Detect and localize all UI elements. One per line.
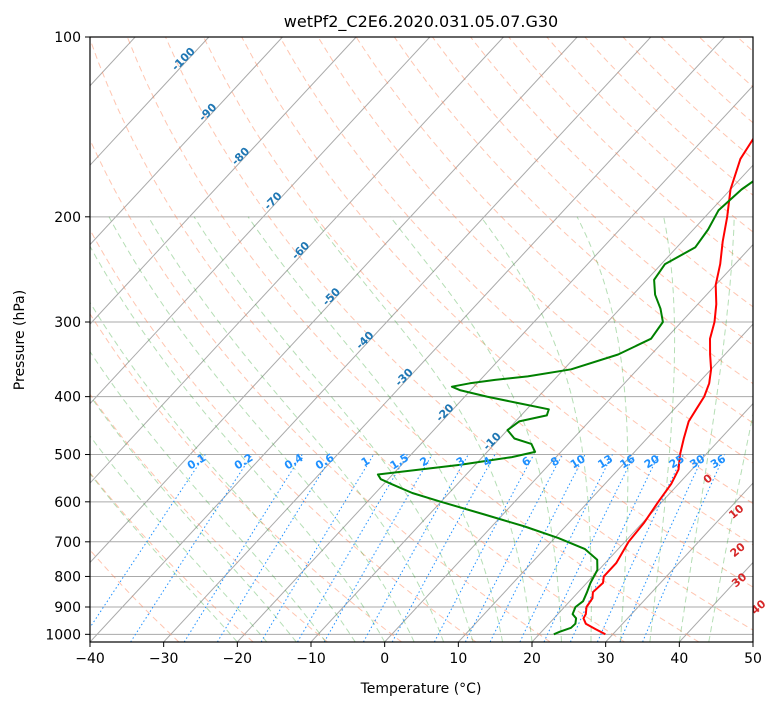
y-tick-label: 1000 (45, 627, 81, 643)
moist-adiabat (90, 245, 386, 642)
dry-adiabat (317, 37, 753, 464)
y-tick-label: 900 (54, 600, 81, 616)
dry-adiabat (393, 37, 753, 385)
moist-adiabat (90, 301, 356, 642)
mixing-ratio-line (619, 454, 705, 642)
mixing-ratio-line (297, 454, 408, 642)
y-tick-label: 700 (54, 535, 81, 551)
isotherm-line (457, 323, 753, 642)
mixing-ratio-line (596, 454, 684, 642)
y-tick-label: 400 (54, 390, 81, 406)
x-tick-label: −10 (296, 651, 326, 667)
x-tick-label: −40 (75, 651, 105, 667)
moist-adiabat (90, 472, 238, 642)
moist-adiabat (480, 216, 592, 642)
mixing-ratio-line (260, 454, 375, 642)
isotherm-line (90, 37, 357, 325)
x-axis-label: Temperature (°C) (360, 681, 482, 697)
y-tick-label: 100 (54, 30, 81, 46)
background-lines (90, 37, 753, 642)
dry-adiabat (241, 37, 753, 546)
x-tick-label: −20 (223, 651, 253, 667)
mixing-ratio-line (569, 454, 660, 642)
dry-adiabat (165, 37, 753, 631)
moist-adiabat (108, 216, 415, 642)
isotherm-line (90, 37, 210, 166)
y-tick-label: 200 (54, 210, 81, 226)
profile-lines (376, 137, 753, 636)
isotherm-line (163, 37, 725, 642)
dry-adiabat (90, 313, 403, 642)
moist-adiabat (649, 216, 676, 642)
mixing-ratio-line (543, 454, 635, 642)
y-tick-label: 800 (54, 569, 81, 585)
dry-adiabat (279, 37, 753, 505)
x-tick-label: 20 (523, 651, 541, 667)
isotherm-line (90, 37, 578, 564)
moist-adiabat (147, 216, 445, 642)
axes: −40 −30 −20 −10 0 10 20 30 40 50 100 200 300 400 500 60… (45, 30, 762, 667)
dry-adiabat (90, 472, 254, 642)
mixing-ratio-line (323, 454, 433, 642)
dry-adiabat (203, 37, 753, 588)
x-tick-label: 30 (597, 651, 615, 667)
moist-adiabat (312, 216, 533, 642)
chart-title: wetPf2_C2E6.2020.031.05.07.G30 (284, 12, 558, 32)
isotherm-line (90, 37, 504, 484)
isotherm-line (236, 84, 753, 642)
isotherm-line (605, 482, 753, 642)
y-tick-label: 300 (54, 315, 81, 331)
moist-adiabat (90, 350, 327, 642)
isotherm-line (90, 37, 283, 246)
x-tick-label: 10 (449, 651, 467, 667)
y-axis-label: Pressure (hPa) (12, 290, 28, 390)
mixing-ratio-line (642, 454, 726, 642)
dry-adiabat (355, 37, 753, 424)
moist-adiabat (389, 216, 562, 642)
x-tick-label: 40 (670, 651, 688, 667)
x-tick-label: 0 (380, 651, 389, 667)
dry-adiabat (431, 37, 753, 346)
mixing-ratio-line (362, 454, 469, 642)
moist-adiabat (193, 216, 474, 642)
dewpoint-profile-line (376, 180, 753, 636)
mixing-ratio-line (130, 454, 253, 642)
isotherm-line (90, 37, 652, 642)
mixing-ratio-line (433, 454, 535, 642)
x-tick-label: −30 (149, 651, 179, 667)
dry-adiabat (90, 393, 328, 642)
isotherm-line (531, 402, 753, 642)
moist-adiabat (678, 216, 735, 642)
x-tick-label: 50 (744, 651, 762, 667)
plot-frame (89, 36, 754, 643)
dry-adiabat (126, 37, 700, 642)
mixing-ratio-line (391, 454, 496, 642)
y-tick-label: 600 (54, 495, 81, 511)
isotherm-line (384, 243, 753, 642)
isotherm-line (90, 37, 431, 405)
y-tick-label: 500 (54, 448, 81, 464)
isotherm-line (310, 164, 753, 642)
dry-adiabat (90, 138, 551, 642)
dry-adiabat (90, 549, 180, 642)
temperature-profile-line (582, 137, 753, 636)
dry-adiabat (90, 228, 477, 642)
mixing-ratio-line (90, 454, 206, 629)
moist-adiabat (576, 216, 629, 642)
dry-adiabat (90, 37, 625, 642)
